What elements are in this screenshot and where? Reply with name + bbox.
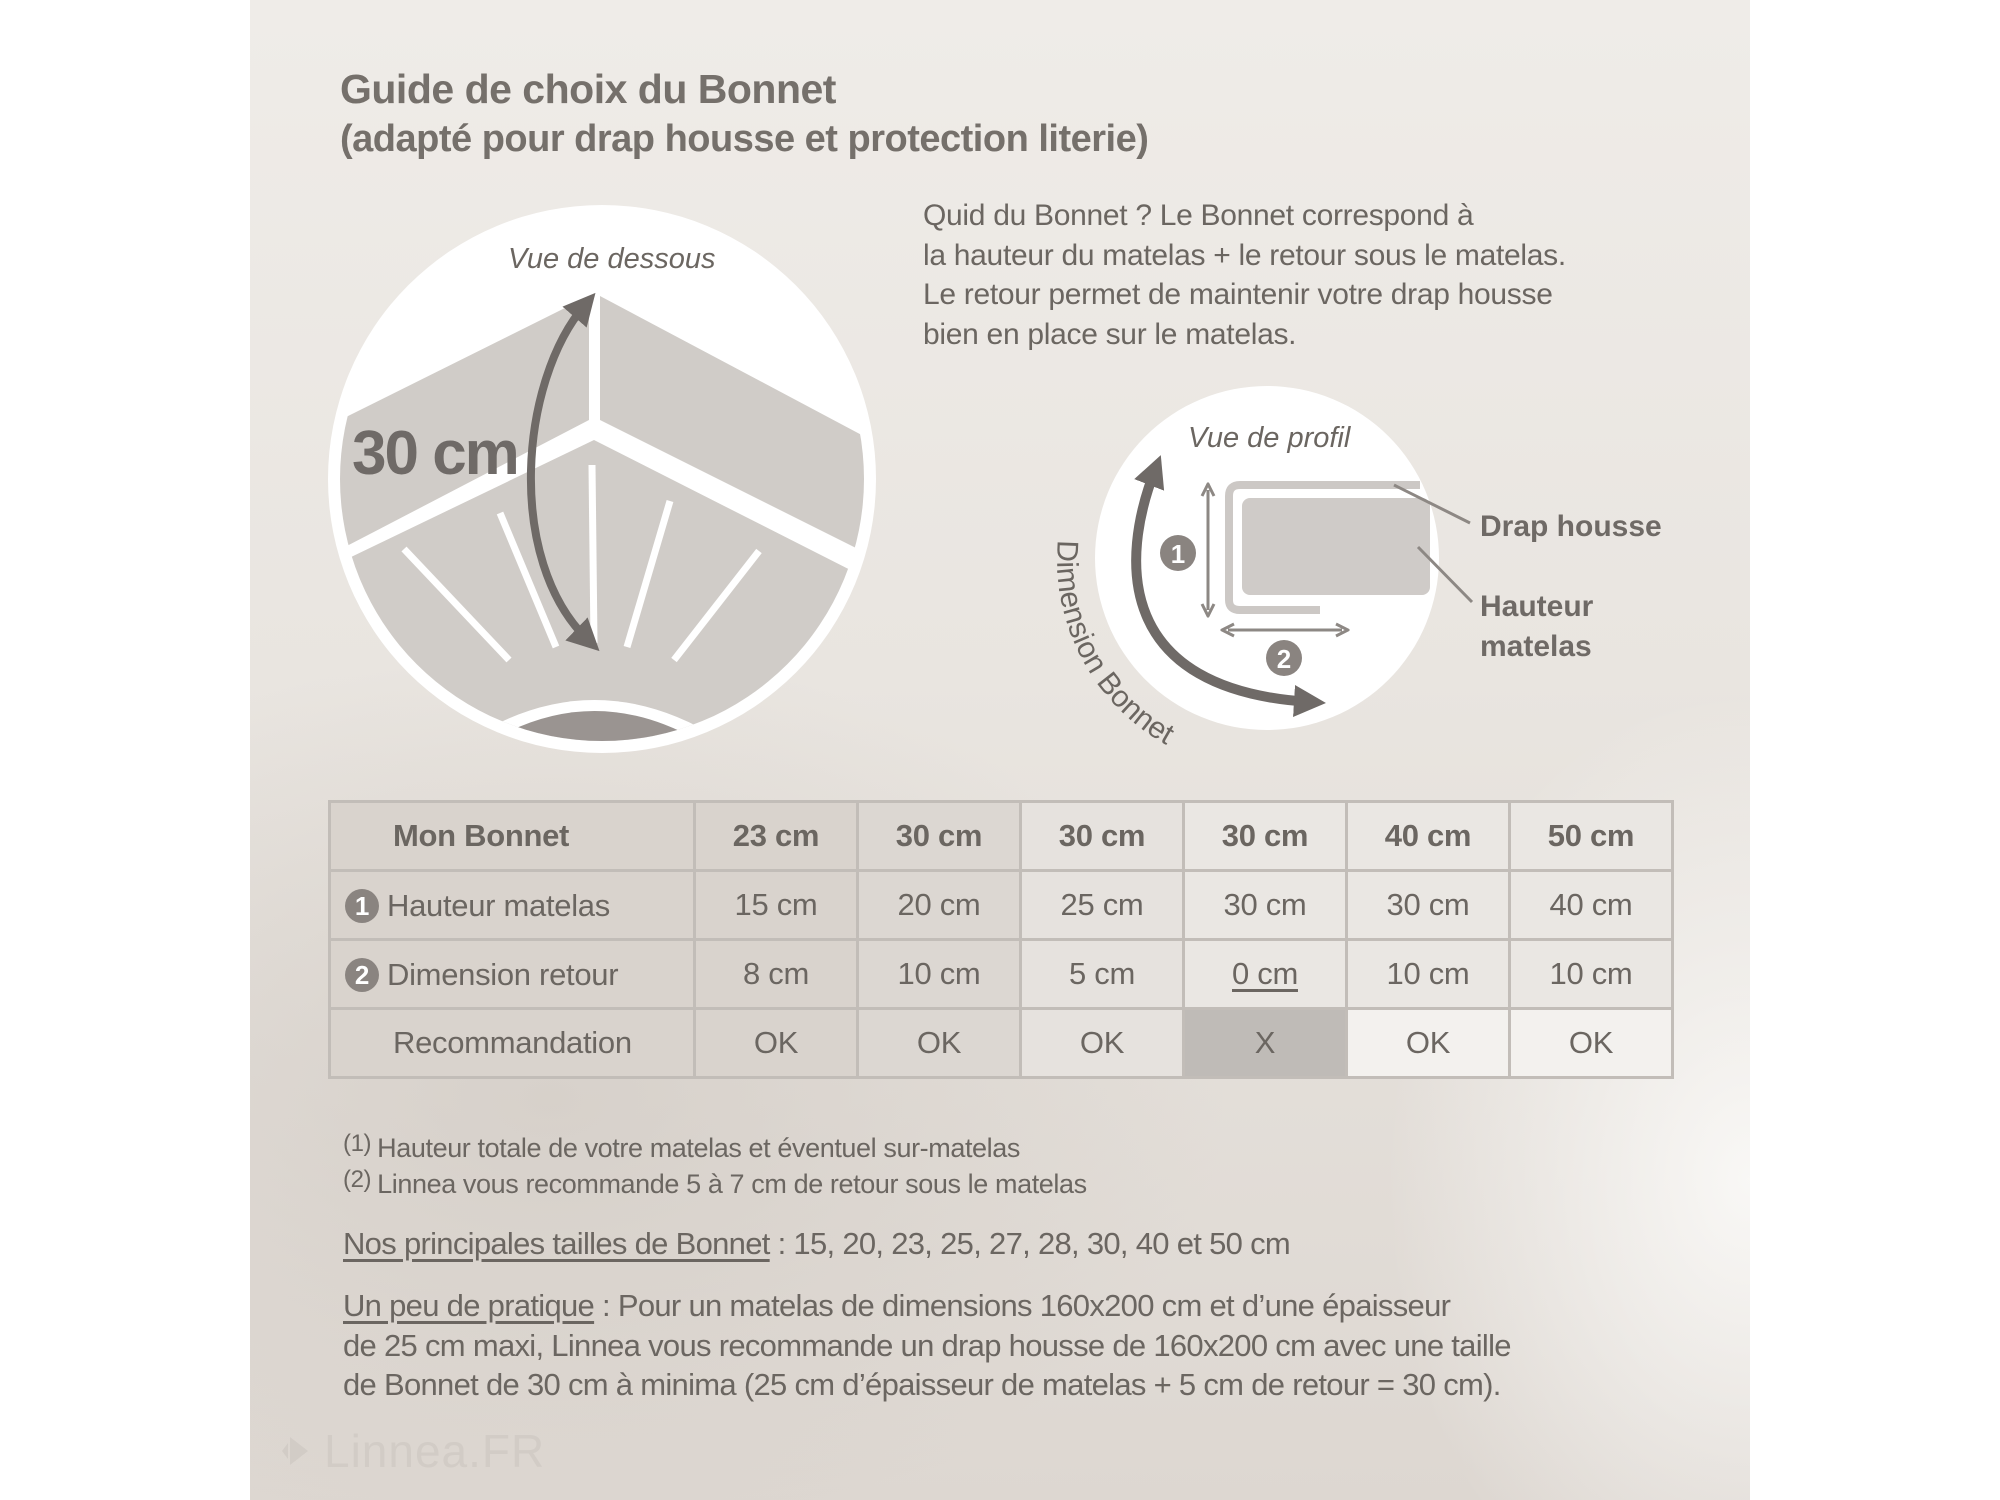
table-header-cell: 40 cm (1345, 800, 1511, 872)
footnote-mark: (1) (343, 1130, 372, 1157)
bottom-view-diagram (328, 205, 876, 753)
leader-line-sheet (1393, 483, 1471, 525)
footnote-text: Hauteur totale de votre matelas et évent… (377, 1133, 1020, 1163)
leaf-logo-icon (282, 1437, 308, 1465)
table-cell: 30 cm (1345, 869, 1511, 941)
table-cell: OK (856, 1007, 1022, 1079)
footnote-1: (1) Hauteur totale de votre matelas et év… (343, 1130, 1020, 1164)
profile-view-caption: Vue de profil (1188, 422, 1351, 454)
intro-line: Quid du Bonnet ? Le Bonnet correspond à (923, 199, 1474, 232)
mattress-side-left (340, 296, 589, 560)
mattress-side-right (600, 296, 864, 565)
footnote-text: Linnea vous recommande 5 à 7 cm de retou… (377, 1169, 1087, 1199)
table-header-label: Mon Bonnet (328, 800, 696, 872)
table-cell: 8 cm (693, 938, 859, 1010)
badge-1-text: 1 (1171, 539, 1185, 569)
table-cell-not-ok: X (1182, 1007, 1348, 1079)
practice-paragraph: Un peu de pratique : Pour un matelas de … (343, 1286, 1512, 1405)
badge-2-icon: 2 (345, 957, 379, 992)
table-cell: 40 cm (1508, 869, 1674, 941)
table-row: Recommandation OK OK OK X OK OK (328, 1007, 1674, 1079)
page-title: Guide de choix du Bonnet (340, 66, 836, 112)
footnote-2: (2) Linnea vous recommande 5 à 7 cm de re… (343, 1166, 1087, 1200)
logo-text: Linnea.FR (324, 1425, 546, 1477)
intro-line: la hauteur du matelas + le retour sous l… (923, 238, 1566, 272)
badge-1-icon: 1 (345, 888, 379, 923)
table-header-cell: 23 cm (693, 800, 859, 872)
row-label-text: Hauteur matelas (387, 887, 610, 923)
table-cell: OK (1019, 1007, 1185, 1079)
header-label-text: Mon Bonnet (393, 818, 570, 853)
table-cell: 25 cm (1019, 869, 1185, 941)
practice-label: Un peu de pratique (343, 1288, 595, 1323)
table-cell: 5 cm (1019, 938, 1185, 1010)
table-cell: 15 cm (693, 869, 859, 941)
practice-line: : Pour un matelas de dimensions 160x200 … (594, 1288, 1451, 1323)
label-hauteur: Hauteur (1480, 590, 1594, 623)
practice-line: de 25 cm maxi, Linnea vous recommande un… (343, 1327, 1512, 1363)
page-subtitle: (adapté pour drap housse et protection l… (340, 118, 1149, 160)
table-header-cell: 50 cm (1508, 800, 1674, 872)
table-cell: OK (1345, 1007, 1511, 1079)
table-cell: 0 cm (1182, 938, 1348, 1010)
underside-center (462, 711, 728, 741)
linnea-logo: Linnea.FR (280, 1424, 545, 1478)
badge-2-text: 2 (1277, 644, 1291, 674)
bonnet-curve-arrow-icon (1131, 455, 1326, 717)
sizes-paragraph: Nos principales tailles de Bonnet : 15, … (343, 1224, 1291, 1264)
table-cell: 10 cm (856, 938, 1022, 1010)
footnote-mark: (2) (343, 1166, 372, 1193)
bonnet-size-table: Mon Bonnet 23 cm 30 cm 30 cm 30 cm 40 cm… (328, 800, 1674, 1079)
label-hauteur-matelas: Hauteur matelas (1480, 587, 1593, 667)
row-label: 2 Dimension retour (328, 938, 696, 1010)
leader-line-height (1416, 545, 1474, 604)
practice-line: de Bonnet de 30 cm à minima (25 cm d’épa… (343, 1367, 1501, 1402)
table-cell: OK (1508, 1007, 1674, 1079)
table-cell: 10 cm (1345, 938, 1511, 1010)
table-cell: 30 cm (1182, 869, 1348, 941)
table-header-row: Mon Bonnet 23 cm 30 cm 30 cm 30 cm 40 cm… (328, 800, 1674, 872)
label-drap-housse: Drap housse (1480, 510, 1662, 543)
row-label: Recommandation (328, 1007, 696, 1079)
table-cell: 20 cm (856, 869, 1022, 941)
table-row: 1 Hauteur matelas 15 cm 20 cm 25 cm 30 cm… (328, 869, 1674, 941)
row-label: 1 Hauteur matelas (328, 869, 696, 941)
table-cell: OK (693, 1007, 859, 1079)
intro-text: Quid du Bonnet ? Le Bonnet correspond à … (923, 196, 1566, 354)
table-row: 2 Dimension retour 8 cm 10 cm 5 cm 0 cm 1… (328, 938, 1674, 1010)
table-header-cell: 30 cm (856, 800, 1022, 872)
intro-line: bien en place sur le matelas. (923, 317, 1297, 351)
label-matelas: matelas (1480, 630, 1592, 663)
row-label-text: Recommandation (393, 1025, 632, 1060)
table-header-cell: 30 cm (1019, 800, 1185, 872)
intro-line: Le retour permet de maintenir votre drap… (923, 278, 1553, 311)
row-label-text: Dimension retour (387, 956, 619, 992)
double-arrow-icon (527, 292, 600, 652)
sizes-label: Nos principales tailles de Bonnet (343, 1226, 770, 1261)
table-cell: 10 cm (1508, 938, 1674, 1010)
bonnet-measure: 30 cm (352, 419, 520, 488)
bottom-view-caption: Vue de dessous (508, 243, 716, 275)
mattress-profile (1242, 498, 1430, 595)
table-header-cell: 30 cm (1182, 800, 1348, 872)
sizes-text: : 15, 20, 23, 25, 27, 28, 30, 40 et 50 c… (769, 1226, 1291, 1261)
